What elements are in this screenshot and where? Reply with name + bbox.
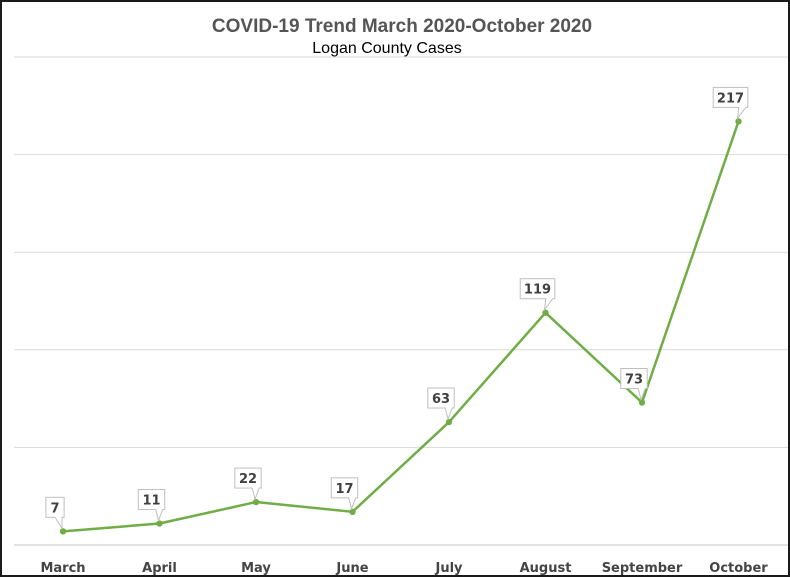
data-label-box [620,368,648,390]
data-point [445,418,453,426]
x-tick-label: July [434,561,463,576]
x-axis: March April May June July August September Octo… [40,561,768,576]
data-label-text: 17 [335,482,353,497]
data-label-pointer [736,107,747,121]
x-tick-label: August [520,561,572,576]
data-label-text: 63 [432,392,450,407]
x-tick-label: March [40,561,85,576]
chart-title: COVID-19 Trend March 2020-October 2020 [211,16,593,37]
data-label-text: 22 [239,472,257,487]
data-label-box [712,86,749,108]
data-label-box [234,467,262,489]
data-point [735,118,742,125]
data-label: 17 [330,477,359,511]
data-label: 63 [427,387,455,421]
data-label-text: 217 [717,91,744,106]
data-label: 73 [620,368,648,402]
data-label-box [427,387,455,409]
gridlines [14,56,788,546]
data-point [542,309,549,316]
data-label-text: 119 [524,283,551,298]
x-tick-label: October [709,561,768,576]
data-points [59,118,742,535]
series-line-layer [61,120,740,533]
data-label-pointer [54,517,63,531]
data-label: 22 [234,467,262,501]
data-label: 217 [712,86,749,121]
data-label-box [519,278,556,300]
data-label-pointer [637,388,646,402]
data-label-box [330,477,359,499]
data-label-pointer [543,298,554,312]
data-label-pointer [251,487,260,501]
data-point [349,508,356,516]
x-tick-label: June [335,561,368,576]
data-point [252,498,260,506]
data-label: 119 [519,278,556,312]
data-label: 7 [45,496,65,531]
data-label-box [137,489,166,511]
data-label-pointer [348,497,357,511]
data-labels: 7 11 22 17 63 119 73 217 [45,86,749,531]
data-label: 11 [137,489,166,523]
data-label-text: 7 [50,501,59,516]
data-point [156,520,163,527]
data-label-box [45,496,65,518]
data-point [638,399,646,406]
x-tick-label: September [602,561,683,576]
x-tick-label: April [142,561,177,576]
data-label-pointer [444,407,453,421]
data-label-text: 11 [142,494,160,509]
data-label-pointer [155,509,164,523]
data-point [59,528,67,535]
series-line [61,120,740,533]
chart-subtitle: Logan County Cases [312,40,462,57]
x-tick-label: May [241,561,271,576]
data-label-text: 73 [625,373,643,388]
